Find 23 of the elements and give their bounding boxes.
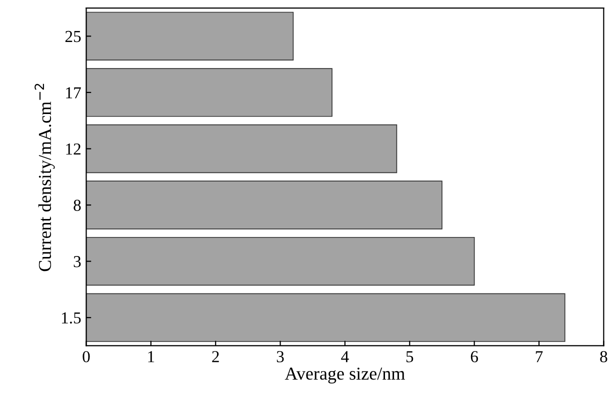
x-tick-label: 8 bbox=[600, 351, 608, 362]
bar bbox=[86, 12, 294, 61]
bar bbox=[86, 124, 398, 174]
x-axis-title: Average size/nm bbox=[284, 368, 405, 384]
x-tick-label: 7 bbox=[536, 351, 543, 362]
bar bbox=[86, 236, 475, 286]
x-tick-label: 2 bbox=[212, 351, 219, 362]
y-tick-label: 1.5 bbox=[62, 312, 81, 324]
x-tick-label: 0 bbox=[82, 351, 90, 362]
bar bbox=[86, 180, 442, 230]
x-tick-label: 6 bbox=[470, 351, 478, 362]
y-axis-title: Current density/mA.cm$^{−2}$ bbox=[34, 84, 55, 272]
y-tick-label: 8 bbox=[74, 200, 81, 211]
y-tick-label: 3 bbox=[74, 256, 81, 268]
x-tick-label: 1 bbox=[148, 351, 154, 362]
x-tick-label: 5 bbox=[406, 351, 414, 362]
bar bbox=[86, 68, 332, 117]
y-tick-label: 25 bbox=[65, 30, 81, 42]
bar bbox=[86, 293, 566, 342]
y-tick-label: 12 bbox=[66, 143, 80, 155]
y-tick-label: 17 bbox=[66, 87, 81, 98]
x-tick-label: 4 bbox=[341, 351, 349, 362]
x-tick-label: 3 bbox=[276, 351, 284, 362]
